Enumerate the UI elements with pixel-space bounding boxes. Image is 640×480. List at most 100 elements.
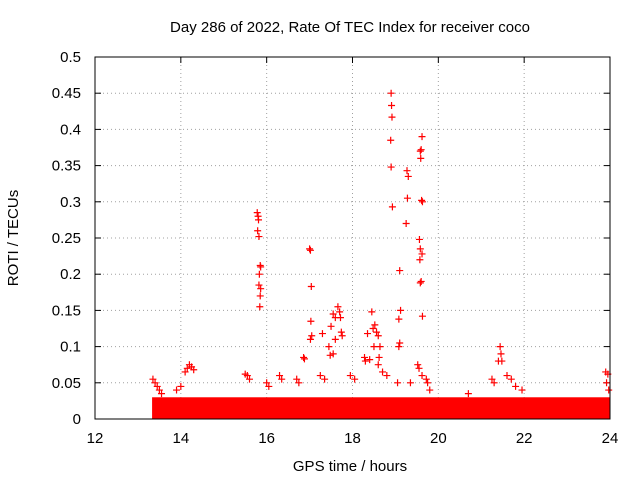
y-tick-label: 0.45 xyxy=(52,85,81,102)
y-tick-label: 0.35 xyxy=(52,158,81,175)
data-point xyxy=(498,357,506,365)
data-point xyxy=(256,303,264,311)
x-tick-label: 16 xyxy=(258,430,275,447)
x-tick-label: 22 xyxy=(516,430,533,447)
data-point xyxy=(416,256,424,264)
data-point xyxy=(243,372,251,380)
y-tick-label: 0.5 xyxy=(60,49,81,66)
data-point xyxy=(397,306,405,314)
data-point xyxy=(388,102,396,110)
data-point xyxy=(321,375,329,383)
data-point xyxy=(424,379,432,387)
data-point xyxy=(336,308,344,316)
x-tick-label: 12 xyxy=(87,430,104,447)
data-point xyxy=(416,279,424,287)
data-point xyxy=(387,163,395,171)
data-point xyxy=(375,353,383,361)
data-point xyxy=(177,382,185,390)
data-point xyxy=(418,372,426,380)
data-point xyxy=(183,364,191,372)
data-point xyxy=(254,227,262,235)
data-point xyxy=(307,283,315,291)
data-point xyxy=(414,361,422,369)
x-axis-label: GPS time / hours xyxy=(293,458,407,475)
grid-lines xyxy=(95,57,610,419)
data-point xyxy=(496,343,504,351)
data-point xyxy=(295,379,303,387)
data-point xyxy=(306,335,314,343)
data-point xyxy=(151,379,159,387)
data-point xyxy=(418,250,426,258)
data-point xyxy=(300,353,308,361)
data-point xyxy=(255,216,263,224)
y-axis-ticks: 0 0.05 0.1 0.15 0.2 0.25 0.3 0.35 0.4 0.45 0.5 xyxy=(52,49,610,428)
x-tick-label: 14 xyxy=(172,430,189,447)
data-point xyxy=(346,372,354,380)
data-point xyxy=(316,372,324,380)
data-point xyxy=(255,270,263,278)
data-point xyxy=(417,146,425,154)
data-point xyxy=(395,315,403,323)
data-point xyxy=(318,330,326,338)
data-point xyxy=(418,198,426,206)
data-point xyxy=(257,285,265,293)
data-point xyxy=(490,379,498,387)
data-point xyxy=(338,332,346,340)
data-point xyxy=(422,375,430,383)
data-point xyxy=(373,328,381,336)
data-point xyxy=(361,357,369,365)
data-point xyxy=(415,235,423,243)
data-point xyxy=(387,89,395,97)
y-tick-label: 0.25 xyxy=(52,230,81,247)
data-point xyxy=(417,277,425,285)
data-point xyxy=(406,379,414,387)
y-tick-label: 0.05 xyxy=(52,375,81,392)
data-point xyxy=(426,386,434,394)
data-point xyxy=(403,194,411,202)
data-point xyxy=(497,350,505,358)
data-point xyxy=(512,382,520,390)
data-point xyxy=(153,382,161,390)
y-tick-label: 0.4 xyxy=(60,121,81,138)
data-point xyxy=(404,172,412,180)
data-point xyxy=(388,203,396,211)
data-point xyxy=(396,267,404,275)
y-tick-label: 0 xyxy=(73,411,81,428)
data-point xyxy=(376,343,384,351)
data-point xyxy=(366,356,374,364)
baseline-fill xyxy=(152,397,610,419)
data-point xyxy=(325,343,333,351)
data-point xyxy=(300,355,308,363)
y-tick-label: 0.3 xyxy=(60,194,81,211)
data-point xyxy=(603,379,611,387)
data-point xyxy=(255,281,263,289)
data-point xyxy=(383,372,391,380)
data-point xyxy=(394,379,402,387)
data-point xyxy=(155,386,163,394)
x-tick-label: 18 xyxy=(344,430,361,447)
data-point xyxy=(149,375,157,383)
data-point xyxy=(364,330,372,338)
data-point xyxy=(331,335,339,343)
x-tick-label: 24 xyxy=(602,430,619,447)
data-point xyxy=(518,386,526,394)
data-point xyxy=(416,245,424,253)
data-point xyxy=(256,292,264,300)
data-point xyxy=(257,263,265,271)
data-point xyxy=(263,379,271,387)
x-axis-ticks: 12 14 16 18 20 22 24 xyxy=(87,57,619,447)
y-tick-label: 0.15 xyxy=(52,302,81,319)
data-point xyxy=(464,390,472,398)
data-point xyxy=(173,386,181,394)
x-tick-label: 20 xyxy=(430,430,447,447)
data-point xyxy=(418,196,426,204)
data-point xyxy=(369,325,377,332)
data-point xyxy=(370,343,378,351)
data-point xyxy=(158,390,166,398)
data-point xyxy=(351,375,359,383)
data-point xyxy=(181,368,189,376)
data-point xyxy=(379,368,387,376)
data-point xyxy=(371,321,379,329)
data-point xyxy=(388,113,396,121)
data-point xyxy=(605,386,613,394)
